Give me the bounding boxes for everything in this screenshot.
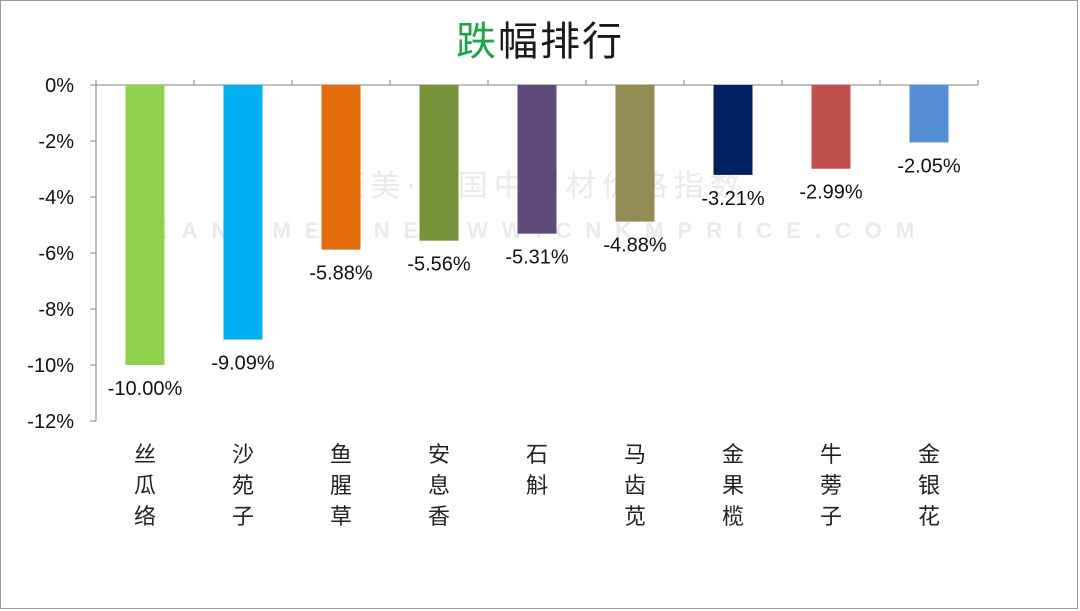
y-tick-label: -4% [38,187,74,209]
bar [419,85,459,241]
category-label: 牛蒡子 [820,443,842,530]
bar [517,85,557,234]
data-label: -5.56% [407,254,471,276]
category-label: 丝瓜络 [134,443,156,530]
bar [125,85,165,365]
chart-title-accent: 跌 [456,19,498,65]
chart-title: 跌幅排行 [0,14,1080,70]
category-label: 石斛 [526,443,548,499]
y-tick-label: -6% [38,243,74,265]
category-label: 鱼腥草 [330,443,352,530]
y-tick-label: 0% [45,75,74,97]
y-tick-label: -8% [38,299,74,321]
bar [321,85,361,250]
y-tick-label: -2% [38,131,74,153]
bar [223,85,263,340]
label-layer: -10.00% 丝瓜络 -9.09% 沙苑子 -5.88% 鱼腥草 -5.56% 安息香 -5.… [108,155,961,530]
data-label: -5.88% [309,263,373,285]
category-label: 安息香 [428,443,450,530]
data-label: -2.99% [799,182,863,204]
data-label: -2.05% [897,155,961,177]
chart-title-rest: 幅排行 [498,19,624,65]
bar [909,85,949,143]
bar [811,85,851,169]
category-label: 沙苑子 [232,443,254,530]
bar [713,85,753,175]
bar-layer [125,85,949,365]
category-label: 金果榄 [722,443,744,530]
data-label: -4.88% [603,235,667,257]
y-tick-label: -12% [27,411,74,433]
category-label: 马齿苋 [624,443,646,530]
category-label: 金银花 [918,443,940,530]
data-label: -3.21% [701,188,765,210]
data-label: -5.31% [505,247,569,269]
bar [615,85,655,222]
data-label: -9.09% [211,353,275,375]
data-label: -10.00% [108,378,183,400]
y-tick-label: -10% [27,355,74,377]
